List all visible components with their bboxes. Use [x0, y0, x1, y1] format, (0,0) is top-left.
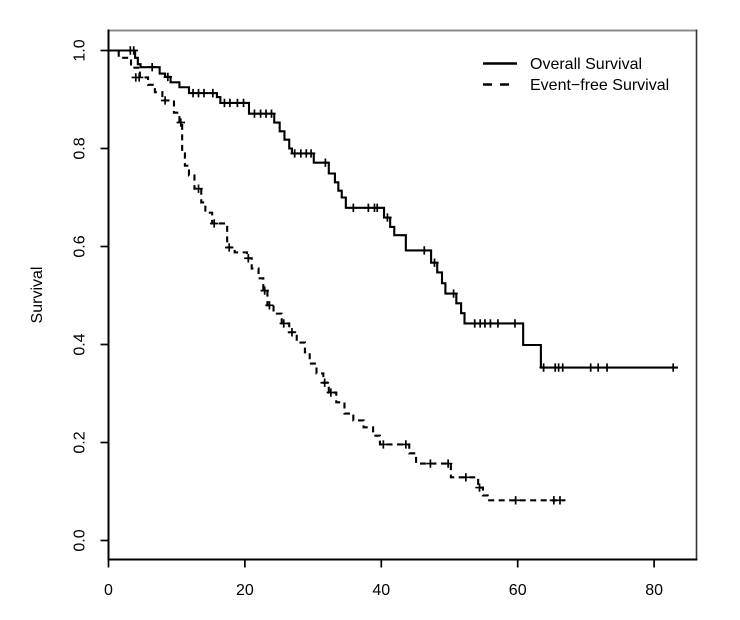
y-axis-tick-label: 1.0 — [72, 39, 89, 61]
generated-plot-content: 0 20 40 60 80 0.0 0.2 0.4 0.6 0.8 1.0 — [72, 39, 678, 599]
x-axis-tick-label: 40 — [372, 582, 390, 599]
overall-survival-censor-marks — [126, 46, 678, 372]
y-axis-tick-label: 0.2 — [72, 431, 89, 453]
y-axis-title: Survival — [29, 267, 46, 324]
y-axis-tick-label: 0.8 — [72, 137, 89, 159]
event-free-survival-censor-marks — [131, 73, 565, 505]
x-axis-tick-label: 60 — [509, 582, 527, 599]
overall-survival-curve — [108, 49, 678, 369]
y-axis-tick-label: 0.0 — [72, 529, 89, 551]
event-free-survival-curve — [108, 49, 566, 502]
y-axis-tick-label: 0.4 — [72, 333, 89, 355]
y-axis-tick-label: 0.6 — [72, 235, 89, 257]
legend-label-event-free-survival: Event−free Survival — [530, 77, 669, 94]
x-axis-tick-label: 20 — [236, 582, 254, 599]
legend: Overall Survival Event−free Survival — [483, 56, 669, 94]
x-axis-tick-label: 0 — [104, 582, 113, 599]
x-axis-tick-label: 80 — [645, 582, 663, 599]
legend-label-overall-survival: Overall Survival — [530, 56, 642, 73]
